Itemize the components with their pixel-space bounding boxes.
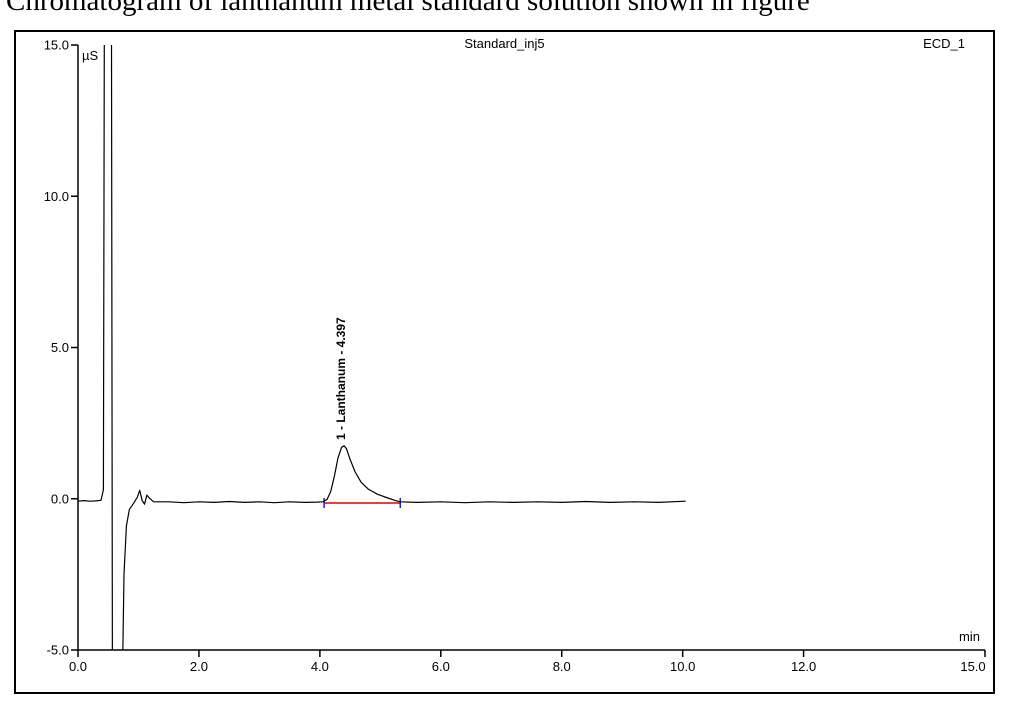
x-tick-label: 12.0 bbox=[791, 659, 816, 674]
peak-label: 1 - Lanthanum - 4.397 bbox=[334, 317, 348, 440]
x-tick-label: 2.0 bbox=[190, 659, 208, 674]
x-tick-label: 4.0 bbox=[311, 659, 329, 674]
chromatogram-plot: 15.010.05.00.0-5.00.0 2.0 4.0 6.0 8.0 10.0 12.… bbox=[44, 38, 986, 674]
chart-title: Standard_inj5 bbox=[464, 36, 545, 51]
x-axis-unit-label: min bbox=[959, 629, 980, 644]
cropped-caption: Chromatogram of lanthanum metal standard… bbox=[0, 0, 1009, 29]
y-tick-label: 5.0 bbox=[51, 340, 69, 355]
y-tick-label: 15.0 bbox=[44, 38, 69, 53]
x-tick-label: 15.0 bbox=[960, 659, 985, 674]
detector-label: ECD_1 bbox=[923, 36, 965, 51]
y-tick-label: 10.0 bbox=[44, 189, 69, 204]
chromatogram-frame: Standard_inj5 ECD_1 15.0 10.0 5.0 0.0 -5.0 0.… bbox=[14, 30, 995, 694]
cropped-caption-text: Chromatogram of lanthanum metal standard… bbox=[6, 0, 810, 17]
chromatogram-trace bbox=[77, 45, 686, 650]
x-tick-label: 6.0 bbox=[432, 659, 450, 674]
x-tick-label: 8.0 bbox=[553, 659, 571, 674]
y-axis-unit-label: µS bbox=[82, 48, 99, 63]
y-tick-label: -5.0 bbox=[47, 643, 69, 658]
x-tick-label: 0.0 bbox=[69, 659, 87, 674]
x-tick-label: 10.0 bbox=[670, 659, 695, 674]
y-tick-label: 0.0 bbox=[51, 491, 69, 506]
